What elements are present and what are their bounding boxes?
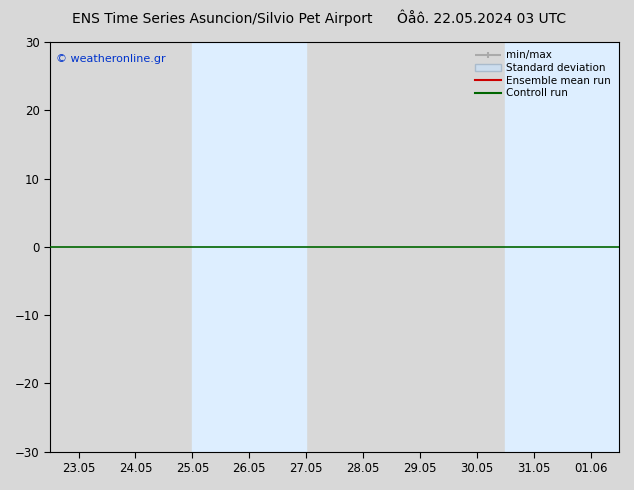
Legend: min/max, Standard deviation, Ensemble mean run, Controll run: min/max, Standard deviation, Ensemble me… <box>472 47 614 101</box>
Bar <box>505 42 619 452</box>
Text: ENS Time Series Asuncion/Silvio Pet Airport: ENS Time Series Asuncion/Silvio Pet Airp… <box>72 12 372 26</box>
Bar <box>192 42 306 452</box>
Text: © weatheronline.gr: © weatheronline.gr <box>56 54 165 64</box>
Text: Ôåô. 22.05.2024 03 UTC: Ôåô. 22.05.2024 03 UTC <box>398 12 566 26</box>
